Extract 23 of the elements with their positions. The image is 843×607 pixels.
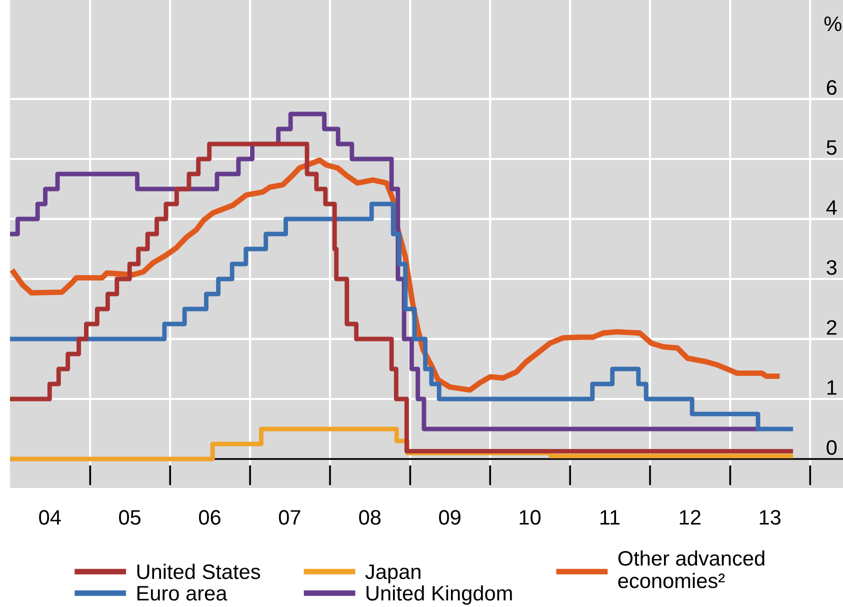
- x-tick-label: 13: [760, 510, 781, 525]
- y-tick-label: 6: [826, 80, 837, 95]
- y-tick-label: 5: [826, 140, 837, 155]
- x-tick-label: 04: [39, 510, 61, 525]
- y-tick-label: 4: [826, 200, 837, 215]
- y-tick-label: 3: [826, 260, 837, 275]
- legend-label: United Kingdom: [366, 585, 512, 605]
- x-tick-label: 09: [439, 510, 460, 525]
- y-tick-label: 0: [826, 440, 837, 455]
- x-tick-label: 06: [198, 510, 220, 525]
- x-tick-label: 10: [520, 510, 541, 525]
- y-tick-label: 1: [827, 380, 836, 395]
- x-tick-label: 11: [600, 510, 620, 525]
- x-tick-label: 08: [359, 510, 381, 525]
- legend-label: Other advanced economies²: [618, 550, 764, 588]
- legend-label: United States: [137, 564, 260, 580]
- y-tick-label: 2: [826, 320, 836, 335]
- legend-label: Euro area: [137, 586, 228, 601]
- y-axis-title: %: [824, 16, 842, 32]
- x-tick-label: 07: [278, 510, 300, 525]
- legend-label: Japan: [365, 564, 420, 584]
- x-tick-label: 05: [119, 510, 141, 525]
- x-tick-label: 12: [680, 510, 700, 525]
